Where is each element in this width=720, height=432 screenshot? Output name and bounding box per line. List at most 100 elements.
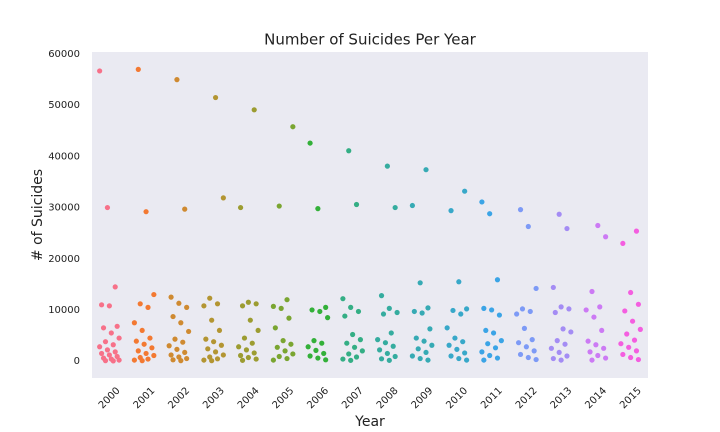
y-tick-label: 0	[74, 356, 80, 367]
point	[340, 296, 346, 302]
point	[603, 234, 609, 240]
point	[601, 345, 607, 351]
x-tick-label: 2006	[305, 385, 331, 411]
point	[415, 346, 421, 352]
point	[533, 356, 539, 363]
y-tick-label: 30000	[48, 203, 80, 214]
point	[243, 347, 250, 353]
point	[444, 325, 450, 331]
chart-title: Number of Suicides Per Year	[264, 31, 476, 49]
point	[325, 315, 331, 321]
point	[496, 312, 503, 318]
point	[462, 350, 468, 356]
point	[220, 352, 226, 358]
point	[218, 342, 225, 348]
point	[245, 354, 251, 361]
point	[307, 353, 313, 359]
point	[290, 124, 296, 130]
point	[98, 350, 105, 357]
point	[597, 304, 603, 310]
point	[583, 307, 589, 313]
x-tick-label: 2001	[132, 385, 158, 411]
x-tick-label: 2007	[340, 385, 366, 411]
point	[631, 337, 638, 343]
point	[211, 339, 217, 345]
point	[97, 344, 103, 350]
point	[599, 327, 605, 334]
point	[201, 357, 207, 363]
point	[176, 300, 182, 306]
point	[104, 347, 111, 353]
point	[620, 351, 626, 358]
point	[174, 346, 180, 352]
point	[178, 357, 184, 364]
point	[209, 358, 215, 364]
point	[168, 294, 174, 300]
point	[147, 335, 153, 341]
point	[139, 358, 145, 364]
point	[203, 336, 209, 342]
point	[245, 299, 251, 305]
point	[237, 352, 244, 359]
point	[628, 289, 634, 296]
point	[340, 356, 346, 362]
point	[237, 204, 244, 211]
point	[423, 349, 429, 356]
point	[446, 342, 452, 348]
point	[317, 308, 323, 315]
point	[635, 356, 642, 363]
point	[556, 211, 562, 217]
point	[489, 307, 495, 313]
point	[220, 195, 226, 201]
point	[97, 68, 103, 74]
point	[624, 331, 630, 337]
point	[346, 148, 352, 154]
point	[110, 342, 116, 348]
y-tick-label: 20000	[48, 254, 80, 265]
point	[384, 350, 390, 357]
point	[321, 350, 327, 357]
point	[483, 327, 489, 334]
point	[214, 356, 221, 362]
point	[305, 344, 311, 350]
point	[288, 341, 294, 347]
point	[514, 311, 520, 317]
point	[421, 338, 427, 344]
x-tick-label: 2011	[479, 385, 505, 411]
point	[342, 313, 348, 319]
point	[417, 280, 423, 286]
point	[106, 303, 112, 309]
point	[145, 304, 151, 310]
point	[629, 318, 636, 324]
y-tick-label: 10000	[48, 305, 80, 316]
point	[479, 199, 485, 205]
point	[593, 342, 599, 348]
point	[487, 352, 493, 359]
x-axis-label: Year	[354, 414, 385, 430]
point	[309, 307, 315, 313]
point	[168, 352, 174, 358]
point	[307, 140, 313, 146]
point	[131, 357, 137, 363]
point	[454, 346, 460, 352]
point	[323, 304, 329, 310]
point	[251, 107, 257, 113]
point	[562, 341, 568, 347]
point	[558, 357, 564, 363]
plot-area	[92, 52, 648, 378]
point	[485, 341, 491, 347]
point	[481, 357, 487, 363]
point	[462, 188, 468, 194]
point	[591, 314, 597, 320]
point	[564, 225, 570, 232]
point	[490, 330, 497, 336]
point	[394, 309, 400, 316]
point	[276, 353, 282, 360]
point	[448, 353, 454, 359]
point	[620, 240, 626, 247]
point	[280, 338, 286, 344]
point	[143, 350, 149, 357]
point	[319, 340, 325, 346]
point	[323, 357, 329, 363]
point	[419, 310, 425, 316]
